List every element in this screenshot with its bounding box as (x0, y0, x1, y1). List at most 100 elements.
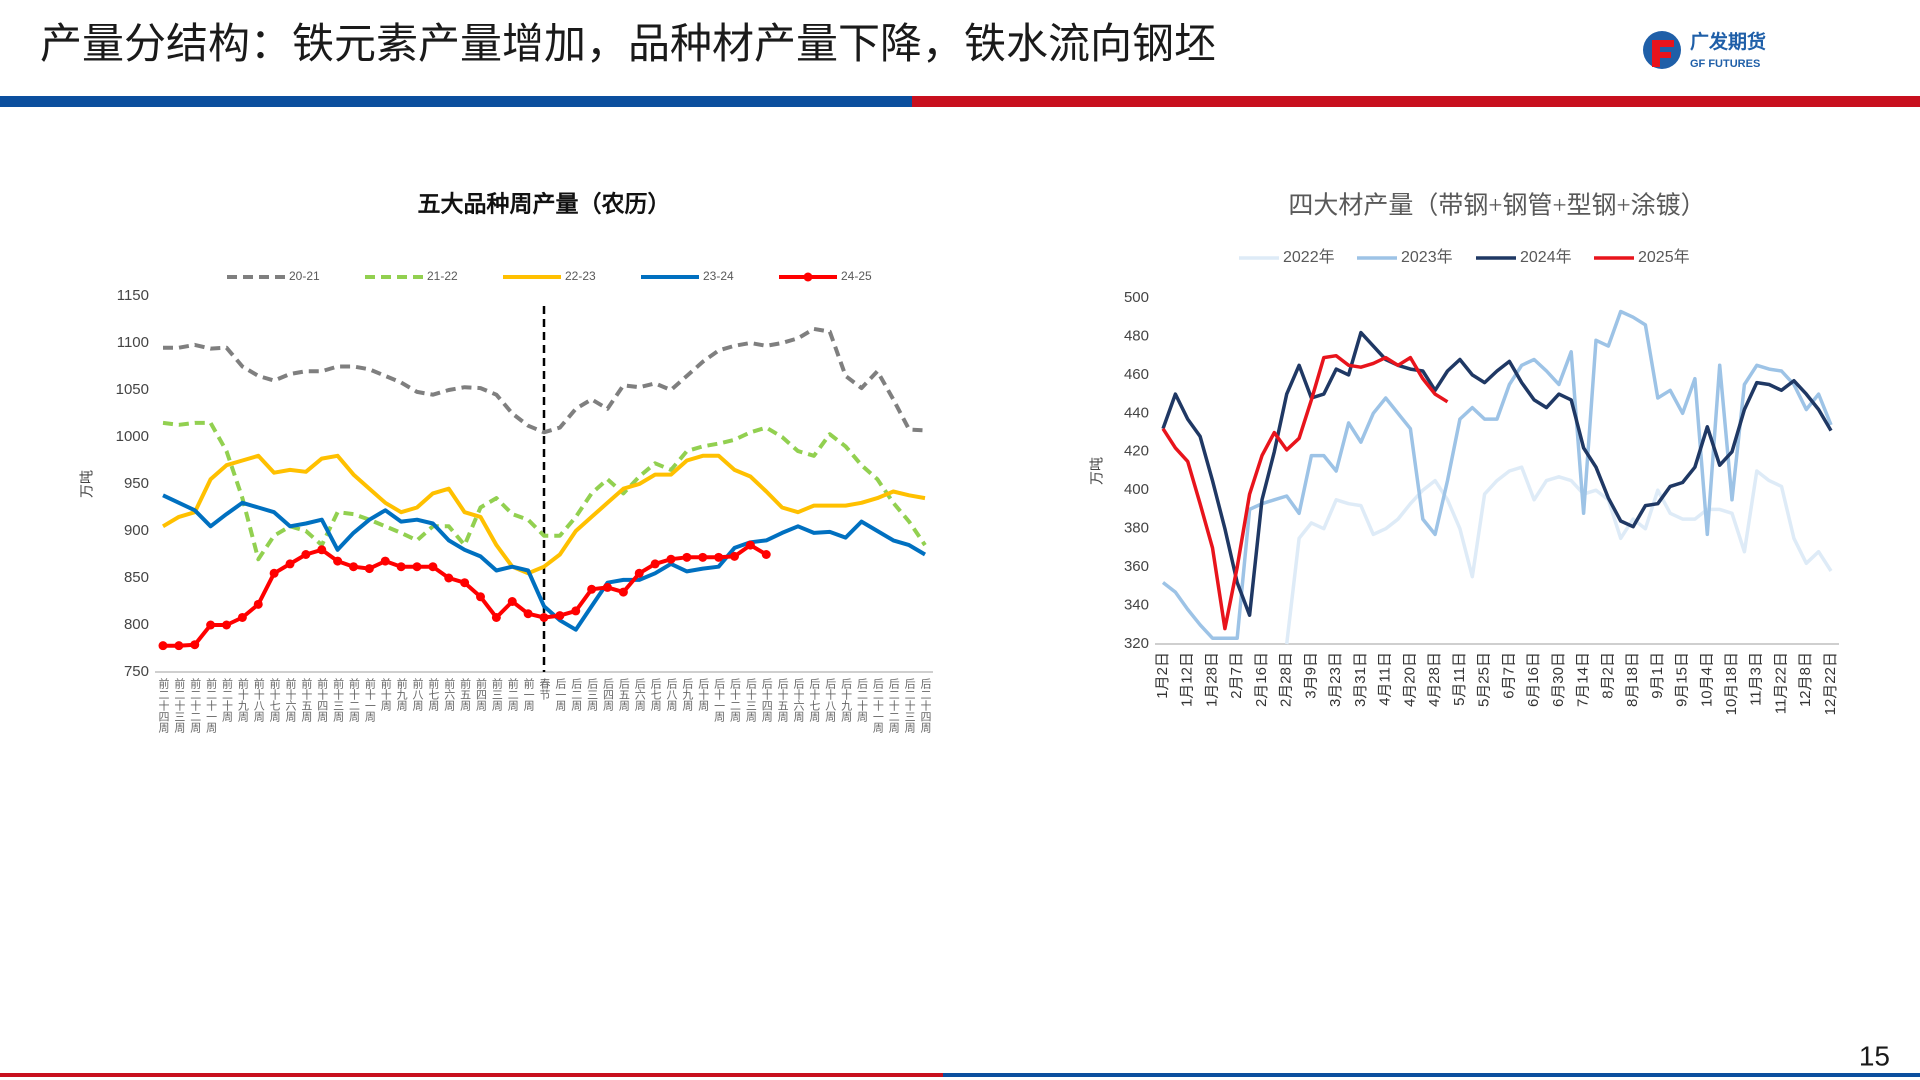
legend-label: 2025年 (1638, 248, 1690, 266)
x-tick-label: 后十六周 (792, 678, 805, 723)
y-axis-label: 万吨 (79, 470, 95, 498)
x-tick-label: 后十八周 (824, 678, 837, 723)
series-marker (476, 592, 485, 602)
x-tick-label: 后六周 (633, 678, 646, 712)
logo-glyph (1652, 40, 1674, 67)
series-marker (460, 578, 470, 588)
series-marker (618, 587, 628, 597)
x-tick-label: 前五周 (459, 677, 472, 712)
x-tick-label: 后十七周 (808, 678, 821, 723)
y-axis-label: 万吨 (1089, 457, 1105, 485)
x-tick-label: 前三周 (490, 677, 503, 712)
x-tick-label: 后十一周 (713, 678, 726, 723)
series-marker (428, 562, 438, 572)
x-tick-label: 前十五周 (300, 677, 313, 723)
logo: 广发期货 GF FUTURES (1643, 30, 1766, 70)
x-tick-label: 后十三周 (744, 678, 757, 723)
header-bar-red (912, 96, 1920, 107)
x-tick-label: 后十四周 (760, 678, 773, 723)
series-marker (396, 562, 406, 572)
x-tick-label: 6月16日 (1525, 652, 1542, 707)
y-tick-label: 460 (1124, 366, 1149, 383)
series-line (162, 493, 927, 632)
series-marker (253, 599, 263, 609)
series-marker (190, 640, 200, 650)
series-marker (269, 568, 279, 578)
x-tick-label: 前九周 (395, 677, 408, 712)
y-tick-label: 400 (1124, 481, 1149, 498)
x-tick-label: 前二十二周 (189, 677, 202, 734)
x-tick-label: 8月18日 (1624, 652, 1641, 707)
logo-icon (1643, 31, 1681, 69)
x-tick-label: 9月1日 (1649, 652, 1666, 699)
series-marker (349, 562, 358, 572)
x-tick-label: 11月22日 (1772, 652, 1789, 714)
x-tick-label: 后三周 (586, 678, 599, 712)
x-tick-label: 8月2日 (1599, 652, 1616, 699)
x-tick-label: 前十二周 (348, 677, 361, 723)
y-tick-label: 420 (1124, 443, 1149, 460)
x-tick-label: 后五周 (617, 678, 630, 712)
y-tick-label: 900 (124, 522, 149, 539)
x-tick-label: 前二十周 (221, 677, 234, 723)
footer-bar-red (0, 1073, 943, 1077)
x-tick-label: 前八周 (411, 677, 424, 712)
x-tick-label: 后四周 (602, 678, 615, 712)
page-number: 15 (1859, 1040, 1890, 1071)
x-tick-label: 后二十一周 (871, 678, 884, 734)
x-tick-label: 6月30日 (1550, 652, 1567, 707)
x-tick-label: 后十周 (697, 678, 710, 712)
series-line (163, 543, 768, 648)
series-marker (158, 641, 168, 651)
series-line (161, 453, 926, 576)
x-tick-label: 12月8日 (1797, 652, 1814, 707)
series-line (1284, 465, 1833, 645)
series-marker (333, 556, 343, 566)
x-tick-label: 后二十三周 (903, 678, 916, 734)
series-marker (571, 606, 581, 616)
series-marker (745, 540, 755, 550)
x-tick-label: 前十八周 (252, 677, 265, 723)
y-tick-label: 750 (124, 663, 149, 680)
x-tick-label: 前二十三周 (173, 677, 186, 734)
logo-en: GF FUTURES (1690, 58, 1760, 70)
x-tick-label: 3月31日 (1352, 652, 1369, 707)
legend-label: 2024年 (1520, 248, 1572, 266)
x-tick-label: 前十九周 (236, 677, 249, 723)
x-tick-label: 4月20日 (1401, 652, 1418, 707)
x-tick-label: 1月12日 (1179, 652, 1196, 707)
x-tick-label: 后二十四周 (919, 678, 932, 734)
series-marker (730, 551, 739, 561)
x-tick-label: 前十六周 (284, 677, 297, 723)
series-marker (634, 568, 644, 578)
series-marker (539, 612, 549, 622)
x-tick-label: 10月4日 (1698, 652, 1715, 707)
x-tick-label: 后二十周 (856, 678, 869, 723)
x-tick-label: 1月28日 (1203, 652, 1220, 707)
legend-label: 2023年 (1401, 248, 1453, 266)
x-tick-label: 前二十一周 (205, 677, 218, 734)
series-marker (698, 552, 708, 562)
x-tick-label: 后十二周 (729, 678, 742, 723)
series-marker (412, 562, 422, 572)
legend-label: 24-25 (841, 269, 872, 283)
legend-label: 2022年 (1283, 248, 1335, 266)
series-marker (523, 609, 533, 619)
series-line (162, 420, 927, 562)
x-tick-label: 前十一周 (363, 677, 376, 723)
series-marker (444, 573, 454, 583)
x-tick-label: 后十五周 (776, 678, 789, 723)
x-tick-label: 1月2日 (1154, 652, 1171, 699)
series-marker (222, 620, 231, 630)
series-marker (380, 556, 390, 566)
y-tick-label: 360 (1124, 558, 1149, 575)
series-marker (491, 612, 501, 622)
x-tick-label: 4月11日 (1377, 652, 1394, 706)
x-tick-label: 前二周 (506, 677, 519, 712)
x-tick-label: 后八周 (665, 678, 678, 712)
series-line (163, 326, 926, 435)
x-tick-label: 7月14日 (1575, 652, 1592, 707)
legend-label: 22-23 (565, 269, 596, 283)
series-marker (364, 564, 374, 574)
x-tick-label: 9月15日 (1674, 652, 1691, 707)
